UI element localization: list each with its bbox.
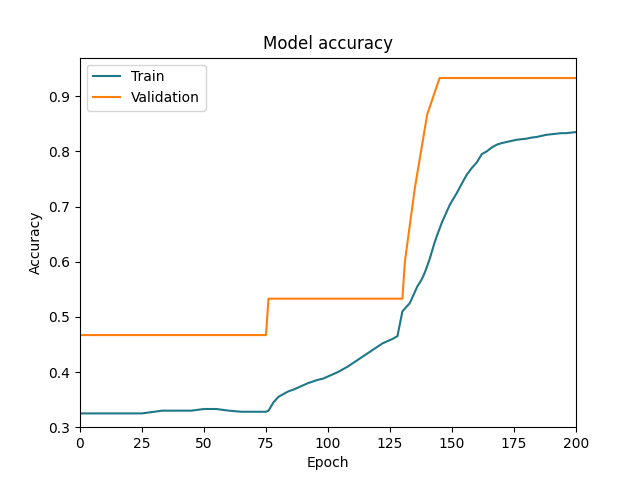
Line: Train: Train <box>80 132 576 413</box>
Y-axis label: Accuracy: Accuracy <box>29 211 43 274</box>
Validation <box>424 111 431 117</box>
Train <box>498 140 506 146</box>
X-axis label: Epoch: Epoch <box>307 456 349 470</box>
Train <box>444 208 451 214</box>
Validation <box>401 259 409 264</box>
Validation <box>399 296 406 301</box>
Validation <box>76 332 84 338</box>
Validation <box>265 296 273 301</box>
Line: Validation: Validation <box>80 78 576 335</box>
Validation <box>572 75 580 81</box>
Title: Model accuracy: Model accuracy <box>263 35 393 53</box>
Validation <box>436 75 444 81</box>
Train <box>572 129 580 135</box>
Validation <box>275 296 282 301</box>
Train <box>552 131 560 137</box>
Train <box>508 138 515 144</box>
Validation <box>411 185 419 191</box>
Legend: Train, Validation: Train, Validation <box>87 64 206 110</box>
Train <box>212 406 220 412</box>
Train <box>314 377 322 383</box>
Train <box>76 410 84 416</box>
Validation <box>262 332 270 338</box>
